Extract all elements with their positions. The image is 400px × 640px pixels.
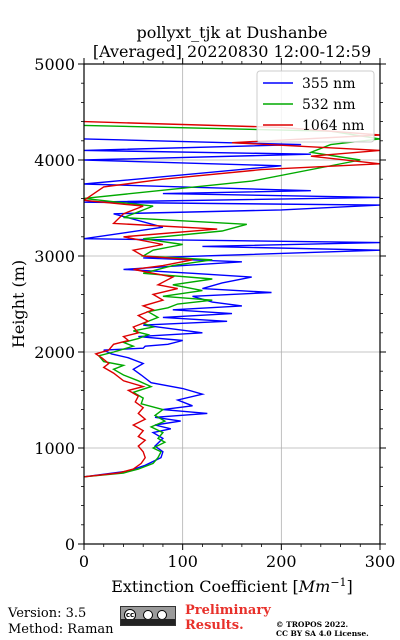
x-axis-label-exponent: −1	[330, 576, 346, 589]
plot-lines	[84, 120, 380, 478]
x-axis-label-unit-open: [	[287, 577, 298, 596]
copyright-note: © TROPOS 2022. CC BY SA 4.0 License.	[276, 620, 369, 638]
cc-badge-strip	[121, 619, 175, 625]
x-axis-label-unit-close: ]	[347, 577, 353, 596]
x-axis-label-text: Extinction Coefficient	[111, 577, 288, 596]
y-tick-label: 1000	[34, 439, 75, 458]
series-line-355-nm	[84, 138, 380, 478]
preliminary-line2: Results.	[185, 618, 244, 633]
x-tick-label: 300	[365, 552, 396, 571]
chart: pollyxt_tjk at Dushanbe [Averaged] 20220…	[9, 23, 395, 596]
x-tick-label: 0	[79, 552, 89, 571]
version-text: Version: 3.5	[8, 606, 87, 621]
y-tick-label: 0	[65, 535, 75, 554]
y-tick-label: 3000	[34, 247, 75, 266]
method-text: Method: Raman	[8, 622, 114, 637]
y-tick-label: 4000	[34, 151, 75, 170]
y-axis-label: Height (m)	[9, 260, 28, 348]
series-line-1064-nm	[84, 120, 380, 478]
copyright-line1: © TROPOS 2022.	[276, 620, 349, 629]
cc-license-badge: cc	[120, 606, 176, 626]
y-tick-label: 2000	[34, 343, 75, 362]
plot-frame	[83, 63, 381, 545]
x-axis-label-unit: Mm	[298, 577, 331, 596]
chart-title-line2: [Averaged] 20220830 12:00-12:59	[93, 42, 371, 61]
legend-label: 532 nm	[302, 97, 355, 113]
preliminary-line1: Preliminary	[185, 603, 271, 618]
legend-label: 1064 nm	[302, 118, 364, 134]
preliminary-results-note: Preliminary Results.	[185, 603, 271, 633]
copyright-line2: CC BY SA 4.0 License.	[276, 629, 369, 638]
legend-label: 355 nm	[302, 76, 355, 92]
legend: 355 nm 532 nm 1064 nm	[256, 70, 375, 143]
y-tick-label: 5000	[34, 55, 75, 74]
x-tick-label: 200	[266, 552, 297, 571]
series-line-532-nm	[84, 124, 380, 478]
x-tick-label: 100	[167, 552, 198, 571]
chart-title-line1: pollyxt_tjk at Dushanbe	[136, 23, 327, 42]
x-axis-label: Extinction Coefficient [Mm−1]	[111, 576, 353, 596]
axis-ticks	[78, 58, 386, 550]
